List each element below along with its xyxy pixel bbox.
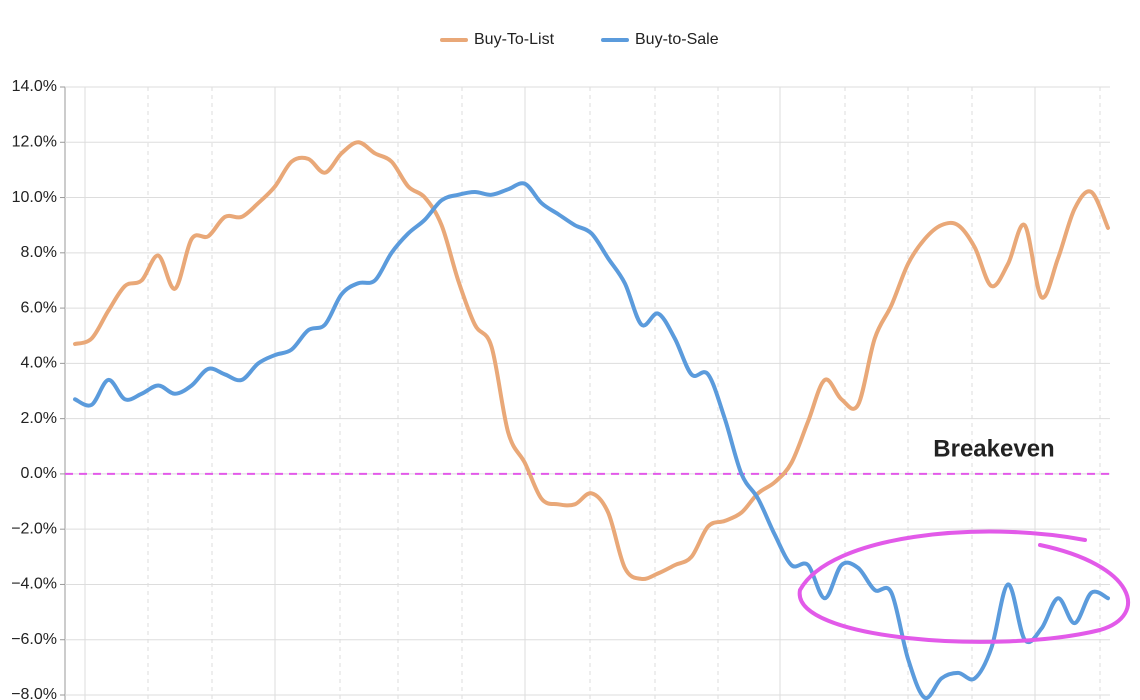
reference-label: Breakeven [933, 435, 1054, 462]
series-line [73, 181, 1110, 700]
y-tick-label: 2.0% [21, 410, 57, 427]
y-tick-label: −8.0% [11, 686, 57, 700]
legend-label: Buy-To-List [474, 31, 555, 48]
series-line [73, 140, 1110, 582]
y-tick-label: −4.0% [11, 576, 57, 593]
y-tick-label: 10.0% [12, 189, 57, 206]
y-tick-label: −6.0% [11, 631, 57, 648]
y-tick-label: −2.0% [11, 520, 57, 537]
y-tick-label: 12.0% [12, 133, 57, 150]
y-tick-label: 6.0% [21, 299, 57, 316]
annotation-circle [797, 529, 1130, 644]
legend-label: Buy-to-Sale [635, 31, 719, 48]
y-tick-label: 14.0% [12, 78, 57, 95]
y-tick-label: 4.0% [21, 355, 57, 372]
vertical-grid [84, 87, 1101, 700]
y-tick-label: 8.0% [21, 244, 57, 261]
y-tick-label: 0.0% [21, 465, 57, 482]
